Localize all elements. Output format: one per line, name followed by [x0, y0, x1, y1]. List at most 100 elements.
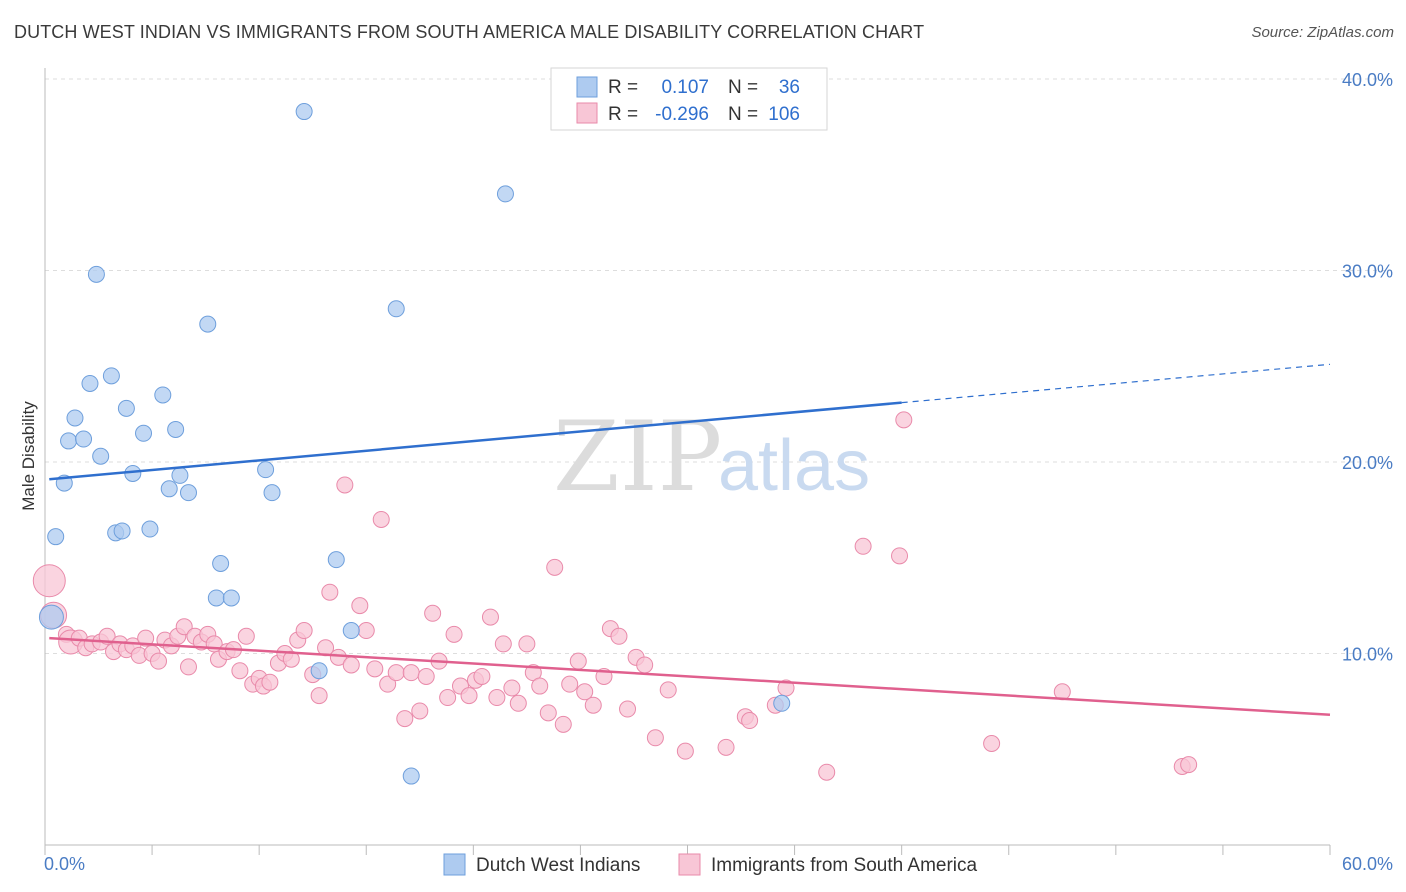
point-dutch-west-indians-27 [295, 103, 313, 121]
x-tick-label-min: 0.0% [44, 854, 85, 874]
point-dutch-west-indians-22 [207, 589, 225, 607]
stats-n-value-blue: 36 [779, 77, 800, 98]
point-immigrants-south-america-91 [741, 712, 759, 730]
point-immigrants-south-america-85 [636, 656, 654, 674]
point-immigrants-south-america-45 [336, 476, 354, 494]
point-immigrants-south-america-96 [891, 547, 909, 565]
point-immigrants-south-america-37 [282, 650, 300, 668]
point-dutch-west-indians-20 [179, 484, 197, 502]
point-immigrants-south-america-88 [676, 742, 694, 760]
point-immigrants-south-america-76 [561, 675, 579, 693]
point-immigrants-south-america-60 [445, 625, 463, 643]
point-immigrants-south-america-50 [372, 510, 390, 528]
point-immigrants-south-america-21 [179, 658, 197, 676]
point-dutch-west-indians-0 [38, 604, 64, 630]
legend-swatch-immigrants-south-america [678, 853, 701, 876]
stats-r-value-blue: 0.107 [661, 77, 709, 98]
point-dutch-west-indians-29 [327, 551, 345, 569]
point-dutch-west-indians-3 [60, 432, 78, 450]
y-tick-label-40: 40.0% [1342, 70, 1393, 90]
legend-label-dutch-west-indians: Dutch West Indians [476, 855, 640, 876]
point-immigrants-south-america-101 [1180, 756, 1198, 774]
point-dutch-west-indians-6 [81, 374, 99, 392]
stats-n-value-pink: 106 [768, 104, 800, 125]
point-dutch-west-indians-12 [117, 399, 135, 417]
point-immigrants-south-america-46 [342, 656, 360, 674]
point-immigrants-south-america-97 [895, 411, 913, 429]
point-immigrants-south-america-0 [32, 564, 66, 598]
point-dutch-west-indians-16 [154, 386, 172, 404]
point-dutch-west-indians-8 [92, 447, 110, 465]
point-immigrants-south-america-29 [231, 662, 249, 680]
point-dutch-west-indians-23 [212, 554, 230, 572]
point-immigrants-south-america-52 [387, 664, 405, 682]
point-dutch-west-indians-17 [160, 480, 178, 498]
point-dutch-west-indians-7 [87, 265, 105, 283]
point-dutch-west-indians-30 [342, 622, 360, 640]
point-dutch-west-indians-26 [263, 484, 281, 502]
point-immigrants-south-america-64 [473, 667, 491, 685]
point-dutch-west-indians-4 [66, 409, 84, 427]
point-immigrants-south-america-48 [357, 622, 375, 640]
watermark: ZIP atlas [553, 401, 870, 513]
legend-swatch-dutch-west-indians [443, 853, 466, 876]
point-immigrants-south-america-87 [659, 681, 677, 699]
trend-lines [49, 363, 1331, 717]
stats-legend: R = 0.107 N = 36 R = -0.296 N = 106 [550, 67, 828, 131]
source-credit: Source: ZipAtlas.com [1251, 24, 1394, 41]
point-dutch-west-indians-14 [135, 424, 153, 442]
series-legend: Dutch West Indians Immigrants from South… [443, 853, 978, 876]
point-dutch-west-indians-18 [167, 420, 185, 438]
point-dutch-west-indians-11 [113, 522, 131, 540]
point-immigrants-south-america-74 [546, 558, 564, 576]
point-dutch-west-indians-9 [102, 367, 120, 385]
x-tick-label-max: 60.0% [1342, 854, 1393, 874]
chart-title: DUTCH WEST INDIAN VS IMMIGRANTS FROM SOU… [14, 22, 925, 42]
stats-r-label-pink: R = [608, 104, 638, 125]
point-immigrants-south-america-75 [554, 715, 572, 733]
stats-r-label-blue: R = [608, 77, 638, 98]
point-immigrants-south-america-65 [481, 608, 499, 626]
point-immigrants-south-america-41 [310, 687, 328, 705]
point-immigrants-south-america-16 [150, 652, 168, 670]
point-immigrants-south-america-39 [295, 622, 313, 640]
legend-label-immigrants-south-america: Immigrants from South America [711, 855, 978, 876]
point-immigrants-south-america-30 [237, 627, 255, 645]
point-immigrants-south-america-54 [402, 664, 420, 682]
point-immigrants-south-america-51 [379, 675, 397, 693]
y-tick-label-30: 30.0% [1342, 262, 1393, 282]
point-immigrants-south-america-83 [619, 700, 637, 718]
point-dutch-west-indians-24 [222, 589, 240, 607]
point-immigrants-south-america-82 [610, 627, 628, 645]
watermark-atlas: atlas [718, 426, 870, 506]
trend-line-extension-dutch-west-indians [901, 363, 1331, 404]
point-immigrants-south-america-34 [261, 673, 279, 691]
point-immigrants-south-america-72 [531, 677, 549, 695]
point-dutch-west-indians-21 [199, 315, 217, 333]
point-dutch-west-indians-28 [310, 662, 328, 680]
point-immigrants-south-america-56 [417, 667, 435, 685]
point-dutch-west-indians-5 [75, 430, 93, 448]
point-immigrants-south-america-69 [509, 694, 527, 712]
grid-lines [45, 78, 1392, 654]
watermark-zip: ZIP [553, 401, 722, 513]
point-immigrants-south-america-86 [646, 729, 664, 747]
point-immigrants-south-america-55 [411, 702, 429, 720]
point-immigrants-south-america-66 [488, 689, 506, 707]
point-immigrants-south-america-44 [329, 648, 347, 666]
y-tick-labels: 10.0% 20.0% 30.0% 40.0% [1342, 70, 1393, 665]
point-immigrants-south-america-20 [175, 618, 193, 636]
point-dutch-west-indians-31 [387, 300, 405, 318]
stats-n-label-pink: N = [728, 104, 758, 125]
point-immigrants-south-america-57 [424, 604, 442, 622]
point-immigrants-south-america-70 [518, 635, 536, 653]
stats-n-label-blue: N = [728, 77, 758, 98]
point-immigrants-south-america-67 [494, 635, 512, 653]
axes [44, 68, 1331, 855]
stats-r-value-pink: -0.296 [655, 104, 709, 125]
point-immigrants-south-america-79 [584, 696, 602, 714]
point-dutch-west-indians-25 [257, 461, 275, 479]
point-immigrants-south-america-53 [396, 710, 414, 728]
point-dutch-west-indians-32 [402, 767, 420, 785]
